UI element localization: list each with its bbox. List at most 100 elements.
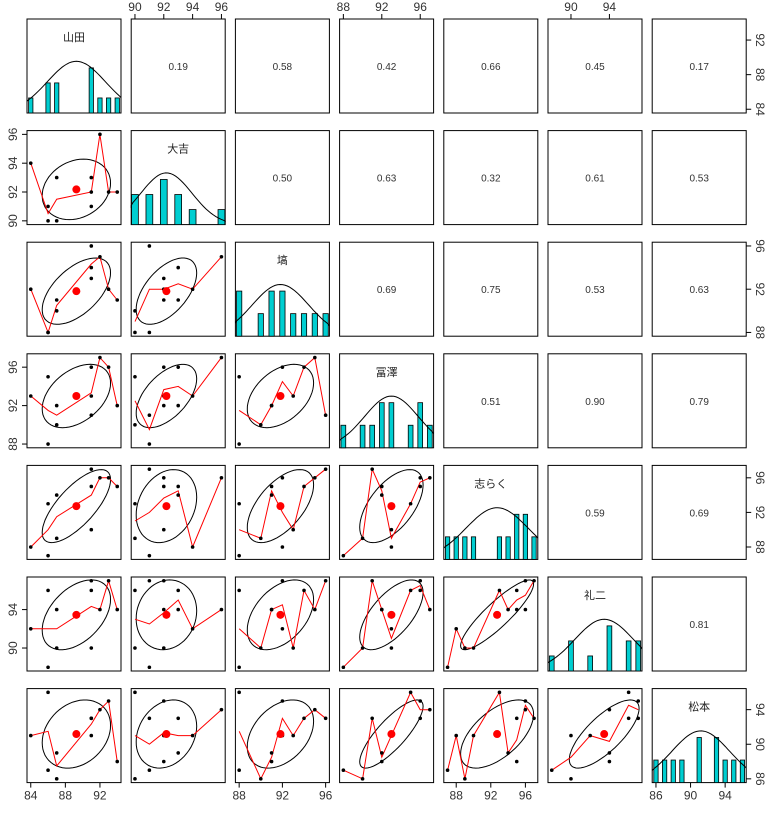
panel-border <box>547 241 643 337</box>
data-point <box>115 759 120 764</box>
data-point <box>176 493 180 497</box>
mean-point <box>493 610 502 619</box>
correlation-ellipse <box>246 579 315 651</box>
data-point <box>28 733 33 738</box>
data-point <box>115 190 120 194</box>
histogram-bar <box>322 313 329 337</box>
bottom-axis-6: 86 90 94 <box>649 782 732 803</box>
data-point <box>607 707 612 712</box>
mean-point <box>387 502 396 511</box>
data-point <box>54 219 59 223</box>
panel-4-3 <box>339 464 435 560</box>
tick-label: 88 <box>232 789 246 803</box>
data-point <box>147 553 152 558</box>
data-point <box>106 476 111 480</box>
panel-3-6: 0.79 <box>651 353 747 449</box>
histogram-bar <box>670 759 676 783</box>
correlation-value: 0.58 <box>273 62 293 73</box>
panel-border <box>339 130 435 226</box>
data-point <box>237 768 241 772</box>
data-point <box>389 527 394 532</box>
histogram-bar <box>114 97 120 114</box>
left-axis-1: 90 92 94 96 <box>6 127 27 228</box>
correlation-value: 0.19 <box>168 62 188 73</box>
data-point <box>89 265 94 270</box>
tick-label: 96 <box>519 789 533 803</box>
data-point <box>190 545 195 549</box>
left-axis-5: 90 94 <box>6 603 27 655</box>
mean-point <box>162 287 171 296</box>
correlation-value: 0.75 <box>481 285 501 296</box>
data-point <box>161 276 166 281</box>
data-point <box>28 545 33 549</box>
data-point <box>46 330 50 335</box>
smoother-line <box>238 356 327 426</box>
mean-point <box>162 610 171 619</box>
data-point <box>46 553 50 558</box>
data-point <box>89 190 94 194</box>
histogram-bar <box>722 759 728 783</box>
data-point <box>323 413 328 418</box>
data-point <box>176 484 180 489</box>
tick-label: 90 <box>564 0 578 14</box>
data-point <box>133 330 137 335</box>
histogram-bar <box>97 97 103 114</box>
data-point <box>237 588 241 593</box>
histogram-bar <box>417 402 424 449</box>
histogram-bar <box>388 402 395 449</box>
panel-1-5: 0.61 <box>547 130 643 226</box>
data-point <box>176 751 180 755</box>
data-point <box>28 161 33 165</box>
correlation-ellipse <box>41 257 112 325</box>
data-point <box>161 759 166 764</box>
data-point <box>389 545 394 549</box>
histogram-bar <box>522 513 528 560</box>
data-point <box>607 751 612 755</box>
tick-label: 92 <box>276 789 290 803</box>
data-point <box>115 298 120 302</box>
histogram-bar <box>635 640 642 672</box>
data-point <box>161 527 166 532</box>
data-point <box>133 588 137 593</box>
data-point <box>89 588 94 593</box>
panel-border <box>130 18 226 114</box>
panel-5-0 <box>26 576 122 672</box>
panel-6-0 <box>26 688 122 784</box>
correlation-ellipse <box>246 699 315 769</box>
data-point <box>237 501 241 506</box>
data-point <box>379 607 384 612</box>
data-point <box>133 646 137 650</box>
panel-1-0 <box>26 130 122 226</box>
data-point <box>269 484 274 489</box>
data-point <box>106 365 111 369</box>
data-point <box>54 309 59 313</box>
histogram-bar <box>653 759 659 783</box>
data-point <box>237 665 241 670</box>
variable-label: 礼二 <box>584 588 606 602</box>
data-point <box>147 244 152 248</box>
data-point <box>190 394 195 398</box>
panel-0-3: 0.42 <box>339 18 435 114</box>
correlation-ellipse <box>568 699 640 769</box>
tick-label: 88 <box>450 789 464 803</box>
mean-point <box>600 730 609 739</box>
data-point <box>161 484 166 489</box>
histogram-bar <box>45 82 51 114</box>
mean-point <box>276 391 285 400</box>
panel-0-1: 0.19 <box>130 18 226 114</box>
tick-label: 92 <box>753 506 767 520</box>
panel-4-1 <box>130 464 226 560</box>
panel-border <box>443 464 539 560</box>
correlation-value: 0.51 <box>481 397 501 408</box>
data-point <box>98 707 102 712</box>
panel-border <box>26 464 122 560</box>
panel-border <box>339 688 435 784</box>
tick-label: 96 <box>414 0 428 14</box>
correlation-value: 0.69 <box>689 508 709 519</box>
panel-2-4: 0.75 <box>443 241 539 337</box>
smoother-line <box>134 599 222 630</box>
mean-point <box>72 391 81 400</box>
panel-0-6: 0.17 <box>651 18 747 114</box>
data-point <box>106 287 111 292</box>
data-point <box>89 365 94 369</box>
